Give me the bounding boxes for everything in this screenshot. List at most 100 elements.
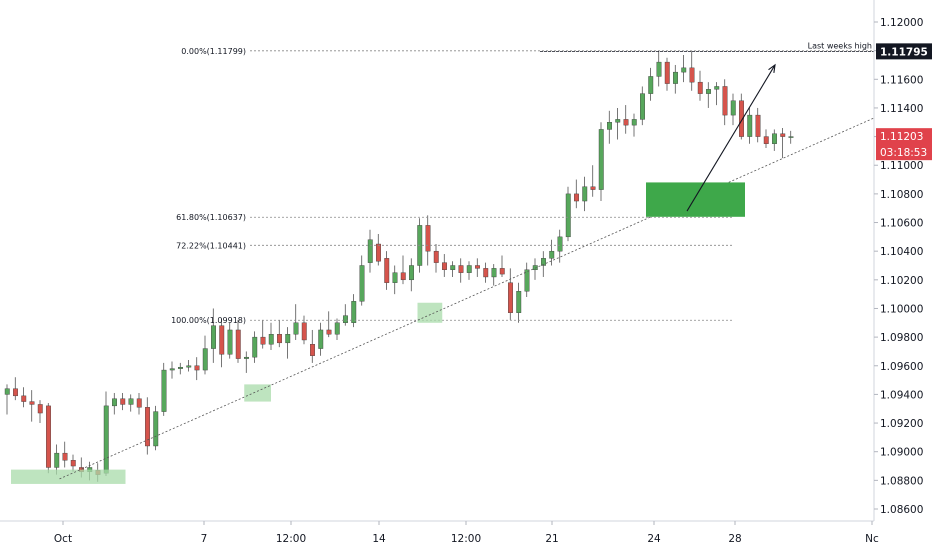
candle[interactable] <box>277 319 282 348</box>
candle[interactable] <box>326 311 332 338</box>
support-zone-2[interactable] <box>244 384 271 402</box>
candle[interactable] <box>739 93 744 140</box>
candle[interactable] <box>656 50 662 87</box>
candle[interactable] <box>532 258 538 280</box>
candle[interactable] <box>788 130 794 144</box>
candle[interactable] <box>21 387 27 408</box>
candle[interactable] <box>37 400 43 424</box>
candle[interactable] <box>631 113 637 137</box>
candle[interactable] <box>491 264 497 286</box>
candle[interactable] <box>211 308 216 363</box>
support-zone-3[interactable] <box>417 302 443 323</box>
candle[interactable] <box>524 262 530 298</box>
candle[interactable] <box>202 335 208 375</box>
candle[interactable] <box>640 86 645 126</box>
candle[interactable] <box>392 265 398 295</box>
candle[interactable] <box>648 67 654 101</box>
projection-arrow[interactable] <box>686 64 776 212</box>
candle[interactable] <box>384 251 390 290</box>
candle[interactable] <box>235 319 241 363</box>
candle[interactable] <box>62 441 68 468</box>
candle[interactable] <box>318 322 324 356</box>
candle[interactable] <box>433 244 439 273</box>
candle[interactable] <box>169 361 175 379</box>
price-axis[interactable]: 1.08600 1.08800 1.09000 1.09200 1.09400 1.096… <box>873 0 932 521</box>
candle[interactable] <box>607 110 612 144</box>
candle[interactable] <box>697 70 703 101</box>
candle[interactable] <box>178 362 183 375</box>
candle[interactable] <box>260 319 266 349</box>
candle[interactable] <box>103 391 109 477</box>
candle[interactable] <box>541 251 546 277</box>
candle[interactable] <box>244 351 249 373</box>
candle[interactable] <box>458 258 464 283</box>
candle[interactable] <box>623 105 629 134</box>
candle[interactable] <box>499 255 505 277</box>
candle[interactable] <box>343 304 348 326</box>
candle[interactable] <box>681 54 687 83</box>
candle[interactable] <box>293 304 299 340</box>
candle[interactable] <box>310 329 315 363</box>
candle[interactable] <box>359 255 365 306</box>
candle[interactable] <box>664 57 670 91</box>
candle[interactable] <box>285 327 291 359</box>
candle[interactable] <box>442 254 447 277</box>
candle[interactable] <box>615 107 621 140</box>
candle[interactable] <box>772 129 777 151</box>
candle[interactable] <box>334 318 340 340</box>
candle[interactable] <box>565 186 571 242</box>
candle[interactable] <box>582 176 588 212</box>
candle[interactable] <box>376 233 381 266</box>
candle[interactable] <box>4 384 10 415</box>
candle[interactable] <box>153 405 159 451</box>
candle[interactable] <box>706 82 711 108</box>
candle[interactable] <box>730 93 736 126</box>
candle[interactable] <box>219 318 225 368</box>
candle[interactable] <box>689 50 695 91</box>
candle[interactable] <box>136 392 142 415</box>
candle[interactable] <box>673 64 678 94</box>
candle[interactable] <box>120 392 126 411</box>
trendline[interactable] <box>59 117 875 480</box>
candle[interactable] <box>112 392 117 415</box>
candle[interactable] <box>483 262 489 283</box>
candle[interactable] <box>70 454 76 472</box>
candle[interactable] <box>466 261 472 280</box>
candle[interactable] <box>400 255 406 285</box>
candle[interactable] <box>409 258 414 292</box>
candle[interactable] <box>128 394 134 412</box>
candle[interactable] <box>29 390 35 422</box>
candle[interactable] <box>425 215 431 266</box>
candle[interactable] <box>755 107 761 143</box>
candle[interactable] <box>194 357 200 381</box>
candle[interactable] <box>574 179 579 209</box>
candle[interactable] <box>145 397 150 455</box>
candle[interactable] <box>508 268 513 320</box>
candle[interactable] <box>450 261 456 277</box>
candle[interactable] <box>46 403 51 474</box>
target-zone[interactable] <box>646 182 745 217</box>
candle[interactable] <box>227 322 233 359</box>
candle[interactable] <box>714 82 720 106</box>
support-zone-1[interactable] <box>11 469 126 484</box>
candle[interactable] <box>268 322 274 351</box>
candle[interactable] <box>13 377 18 401</box>
candle-body <box>103 405 109 474</box>
candle[interactable] <box>475 258 480 277</box>
candle[interactable] <box>161 362 167 416</box>
candle[interactable] <box>590 165 596 197</box>
candle[interactable] <box>516 282 522 323</box>
candle[interactable] <box>252 331 258 363</box>
candle[interactable] <box>780 127 786 159</box>
candle[interactable] <box>351 294 357 328</box>
candle[interactable] <box>763 129 769 149</box>
time-axis[interactable]: Oct 7 12:00 14 12:00 21 24 28 Nc <box>0 520 879 545</box>
candle[interactable] <box>557 229 563 263</box>
candle[interactable] <box>747 107 753 144</box>
candle[interactable] <box>549 239 555 266</box>
candle[interactable] <box>598 122 604 202</box>
candle[interactable] <box>722 79 728 126</box>
candle[interactable] <box>367 229 373 273</box>
candle[interactable] <box>186 360 192 372</box>
